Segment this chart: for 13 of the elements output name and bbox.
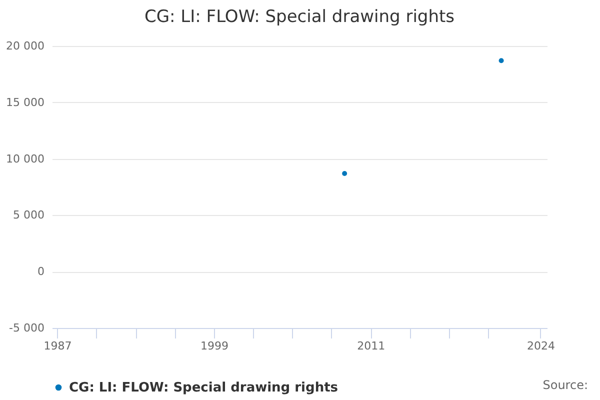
y-tick-label: 5 000: [13, 208, 44, 222]
y-tick-label: 10 000: [6, 152, 44, 166]
legend-label: CG: LI: FLOW: Special drawing rights: [69, 380, 338, 396]
x-tick-label: 1987: [44, 340, 72, 352]
x-tick-label: 2011: [357, 340, 386, 352]
y-tick-label: 15 000: [6, 96, 44, 109]
source-note: Source:: [542, 378, 588, 392]
chart-title: CG: LI: FLOW: Special drawing rights: [144, 7, 455, 27]
x-tick-label: 1999: [200, 340, 228, 352]
y-tick-label: 0: [38, 265, 44, 278]
x-tick-label: 2024: [526, 340, 555, 352]
y-tick-label: 20 000: [6, 40, 44, 52]
y-tick-label: -5 000: [9, 322, 44, 334]
